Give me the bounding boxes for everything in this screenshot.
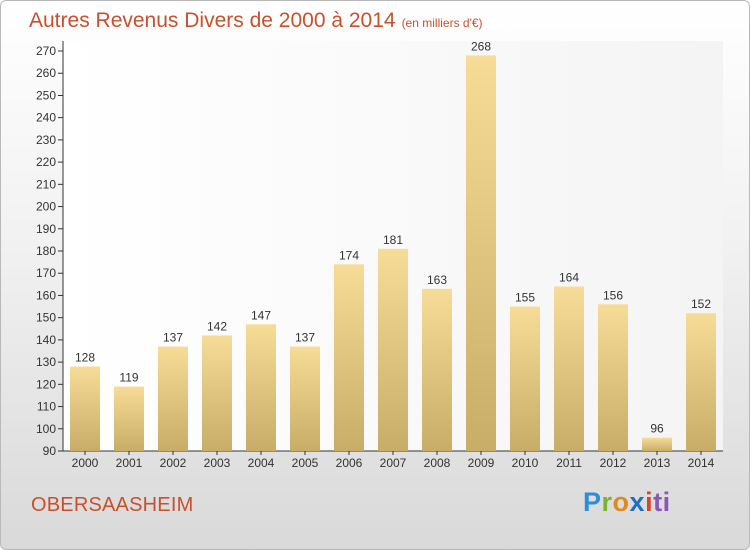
y-tick-label: 110 — [37, 400, 56, 414]
logo-letter: x — [629, 487, 646, 517]
data-label-2011: 164 — [559, 271, 579, 285]
data-label-2000: 128 — [75, 351, 95, 365]
chart-title-unit: (en milliers d'€) — [401, 16, 483, 30]
y-tick-label: 270 — [36, 44, 56, 58]
bar-2002 — [158, 346, 188, 451]
y-tick-label: 250 — [36, 88, 56, 102]
y-tick-label: 120 — [36, 377, 56, 391]
bar-2006 — [334, 264, 364, 451]
bar-2013 — [642, 437, 672, 451]
y-tick-label: 190 — [36, 222, 56, 236]
data-label-2009: 268 — [471, 39, 491, 53]
bar-2007 — [378, 248, 408, 451]
data-label-2001: 119 — [119, 371, 138, 385]
data-label-2006: 174 — [339, 248, 359, 262]
chart-title-text: Autres Revenus Divers de 2000 à 2014 — [29, 9, 396, 32]
bar-2012 — [598, 304, 628, 451]
y-tick-label: 210 — [36, 177, 56, 191]
bar-2003 — [202, 335, 232, 451]
y-tick-label: 140 — [36, 333, 56, 347]
bar-2008 — [422, 288, 452, 451]
data-label-2013: 96 — [650, 422, 664, 436]
chart-title: Autres Revenus Divers de 2000 à 2014 (en … — [29, 9, 483, 33]
y-tick-label: 260 — [36, 66, 56, 80]
proxiti-logo: Proxiti — [583, 487, 671, 518]
bar-2001 — [114, 386, 144, 451]
bar-2005 — [290, 346, 320, 451]
x-tick-label: 2002 — [160, 456, 187, 470]
x-axis: 2000 2001 2002 2003 2004 2005 2006 2007 2008 2009… — [63, 450, 723, 470]
data-label-2003: 142 — [207, 319, 227, 333]
data-label-2002: 137 — [163, 331, 183, 345]
data-label-2004: 147 — [251, 308, 271, 322]
y-tick-label: 100 — [36, 422, 56, 436]
x-tick-label: 2014 — [688, 456, 715, 470]
bar-2010 — [510, 306, 540, 451]
y-tick-label: 240 — [36, 111, 56, 125]
data-label-2008: 163 — [427, 273, 447, 287]
y-tick-label: 150 — [36, 311, 56, 325]
logo-letter: r — [601, 487, 613, 517]
x-tick-label: 2006 — [336, 456, 363, 470]
x-tick-label: 2011 — [556, 456, 582, 470]
y-tick-label: 170 — [36, 266, 56, 280]
data-label-2007: 181 — [383, 233, 403, 247]
data-label-2012: 156 — [603, 288, 623, 302]
y-tick-label: 200 — [36, 200, 56, 214]
data-label-2005: 137 — [295, 331, 315, 345]
bar-2000 — [70, 366, 100, 451]
y-tick-label: 220 — [36, 155, 56, 169]
y-tick-label: 180 — [36, 244, 56, 258]
x-tick-label: 2012 — [600, 456, 627, 470]
x-tick-label: 2005 — [292, 456, 319, 470]
x-tick-label: 2001 — [116, 456, 143, 470]
y-tick-label: 90 — [43, 444, 57, 458]
y-tick-label: 160 — [36, 288, 56, 302]
place-name: OBERSAASHEIM — [31, 494, 194, 516]
bar-2004 — [246, 324, 276, 451]
bars: 128 119 137 142 147 137 174 181 163 268 155 164 156 9… — [70, 39, 716, 451]
bar-2011 — [554, 286, 584, 451]
x-tick-label: 2004 — [248, 456, 275, 470]
logo-letter: o — [612, 487, 630, 517]
bar-2009 — [466, 55, 496, 451]
y-tick-label: 230 — [36, 133, 56, 147]
x-tick-label: 2003 — [204, 456, 231, 470]
x-tick-label: 2010 — [512, 456, 539, 470]
x-tick-label: 2009 — [468, 456, 495, 470]
logo-letter: i — [645, 487, 654, 517]
data-label-2010: 155 — [515, 291, 535, 305]
data-label-2014: 152 — [691, 297, 711, 311]
logo-letter: ti — [653, 487, 671, 517]
y-tick-label: 130 — [36, 355, 56, 369]
bar-2014 — [686, 313, 716, 451]
x-tick-label: 2007 — [380, 456, 407, 470]
x-tick-label: 2000 — [72, 456, 99, 470]
logo-letter: P — [583, 487, 602, 517]
x-tick-label: 2013 — [644, 456, 671, 470]
x-tick-label: 2008 — [424, 456, 451, 470]
y-axis: 90 100 110 120 130 140 150 160 170 180 190 200 210 22… — [36, 41, 64, 458]
